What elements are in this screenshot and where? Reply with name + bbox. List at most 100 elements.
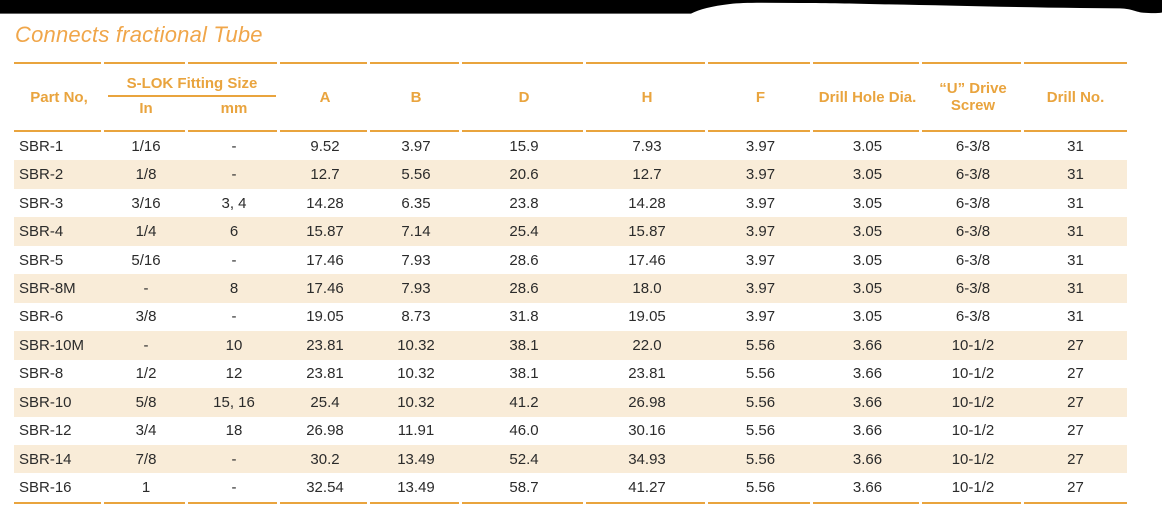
cell-h: 7.93	[632, 137, 662, 155]
fitting-size-subheaders: In mm	[104, 99, 280, 119]
cell-drill-hole-dia: 3.66	[852, 336, 883, 354]
cell-part-no: SBR-6	[19, 308, 64, 326]
cell-h: 26.98	[628, 393, 666, 411]
rule-segment	[104, 501, 188, 504]
cell-b: 7.93	[401, 251, 431, 269]
cell-f: 5.56	[745, 450, 776, 468]
rule-segment	[104, 130, 188, 132]
table-row: SBR-12 3/4 18 26.98 11.91 46.0 30.16 5.5…	[14, 417, 1127, 445]
rule-segment	[813, 130, 922, 132]
cell-drill-hole-dia: 3.05	[852, 223, 883, 241]
cell-b: 7.14	[401, 223, 431, 241]
table-row: SBR-6 3/8 - 19.05 8.73 31.8 19.05 3.97 3…	[14, 303, 1127, 331]
cell-drill-no: 27	[1067, 393, 1084, 411]
cell-size-mm: 10	[225, 336, 243, 354]
table-row: SBR-10M - 10 23.81 10.32 38.1 22.0 5.56 …	[14, 331, 1127, 360]
cell-size-mm: -	[231, 137, 237, 155]
cell-size-mm: 18	[225, 422, 243, 440]
cell-a: 32.54	[306, 479, 344, 497]
cell-u-drive-screw: 10-1/2	[951, 393, 995, 411]
cell-u-drive-screw: 10-1/2	[951, 365, 995, 383]
rule-segment	[370, 130, 462, 132]
cell-f: 3.97	[745, 308, 776, 326]
cell-a: 30.2	[310, 450, 340, 468]
rule-segment	[586, 62, 708, 64]
cell-d: 52.4	[509, 450, 539, 468]
cell-part-no: SBR-1	[19, 137, 64, 155]
table-body: SBR-1 1/16 - 9.52 3.97 15.9 7.93 3.97 3.…	[14, 132, 1127, 502]
cell-f: 3.97	[745, 166, 776, 184]
col-header-a: A	[319, 88, 331, 106]
cell-size-in: 1/4	[135, 223, 157, 241]
cell-b: 7.93	[401, 279, 431, 297]
col-header-mm: mm	[220, 100, 248, 117]
cell-size-in: 7/8	[135, 450, 157, 468]
cell-d: 28.6	[509, 279, 539, 297]
rule-segment	[14, 501, 104, 504]
rule-segment	[586, 130, 708, 132]
table-header: Part No, S-LOK Fitting Size In mm A B D …	[14, 64, 1127, 130]
rule-segment	[14, 62, 104, 64]
rule-segment	[922, 62, 1024, 64]
cell-size-mm: -	[231, 450, 237, 468]
rule-segment	[586, 501, 708, 504]
cell-drill-no: 31	[1067, 308, 1084, 326]
cell-f: 5.56	[745, 365, 776, 383]
cell-size-mm: 15, 16	[213, 393, 255, 411]
rule-segment	[370, 501, 462, 504]
cell-a: 15.87	[306, 223, 344, 241]
cell-d: 31.8	[509, 308, 539, 326]
cell-b: 8.73	[401, 308, 431, 326]
cell-drill-no: 31	[1067, 166, 1084, 184]
cell-size-mm: -	[231, 251, 237, 269]
cell-h: 14.28	[628, 194, 666, 212]
cell-a: 25.4	[310, 393, 340, 411]
cell-size-in: 5/8	[135, 393, 157, 411]
cell-f: 3.97	[745, 194, 776, 212]
cell-f: 3.97	[745, 223, 776, 241]
cell-f: 5.56	[745, 336, 776, 354]
rule-segment	[280, 501, 370, 504]
col-group-fitting-size: S-LOK Fitting Size In mm	[104, 75, 280, 119]
cell-b: 11.91	[397, 422, 435, 440]
cell-size-mm: 3, 4	[221, 194, 247, 212]
rule-segment	[462, 501, 586, 504]
cell-part-no: SBR-8M	[19, 279, 76, 297]
table-row: SBR-14 7/8 - 30.2 13.49 52.4 34.93 5.56 …	[14, 444, 1127, 474]
col-header-u-drive-screw: “U” Drive Screw	[939, 80, 1007, 114]
col-header-b: B	[410, 88, 422, 106]
cell-drill-hole-dia: 3.66	[852, 365, 883, 383]
cell-u-drive-screw: 6-3/8	[955, 137, 991, 155]
cell-size-in: 3/4	[135, 422, 157, 440]
cell-size-in: 3/8	[135, 308, 157, 326]
cell-h: 22.0	[632, 336, 662, 354]
cell-f: 5.56	[745, 479, 776, 497]
cell-size-in: 3/16	[131, 194, 161, 212]
cell-size-in: -	[143, 336, 149, 354]
cell-d: 28.6	[509, 251, 539, 269]
rule-segment	[1024, 501, 1127, 504]
cell-drill-no: 27	[1067, 422, 1084, 440]
rule-segment	[922, 130, 1024, 132]
col-header-f: F	[755, 88, 766, 106]
cell-drill-no: 31	[1067, 137, 1084, 155]
rule-segment	[922, 501, 1024, 504]
cell-a: 23.81	[306, 336, 344, 354]
cell-a: 17.46	[306, 279, 344, 297]
col-header-in: In	[139, 100, 153, 117]
cell-b: 10.32	[397, 365, 435, 383]
rule-segment	[280, 62, 370, 64]
cell-size-in: 1/8	[135, 166, 157, 184]
rule-segment	[104, 62, 188, 64]
table-row: SBR-8M - 8 17.46 7.93 28.6 18.0 3.97 3.0…	[14, 274, 1127, 303]
col-header-drill-no: Drill No.	[1046, 88, 1105, 106]
cell-h: 15.87	[628, 223, 666, 241]
cell-d: 46.0	[509, 422, 539, 440]
cell-a: 26.98	[306, 422, 344, 440]
cell-f: 3.97	[745, 137, 776, 155]
col-header-d: D	[518, 88, 530, 106]
cell-part-no: SBR-2	[19, 166, 64, 184]
cell-size-in: -	[143, 279, 149, 297]
cell-size-mm: 8	[229, 279, 239, 297]
cell-drill-no: 31	[1067, 223, 1084, 241]
